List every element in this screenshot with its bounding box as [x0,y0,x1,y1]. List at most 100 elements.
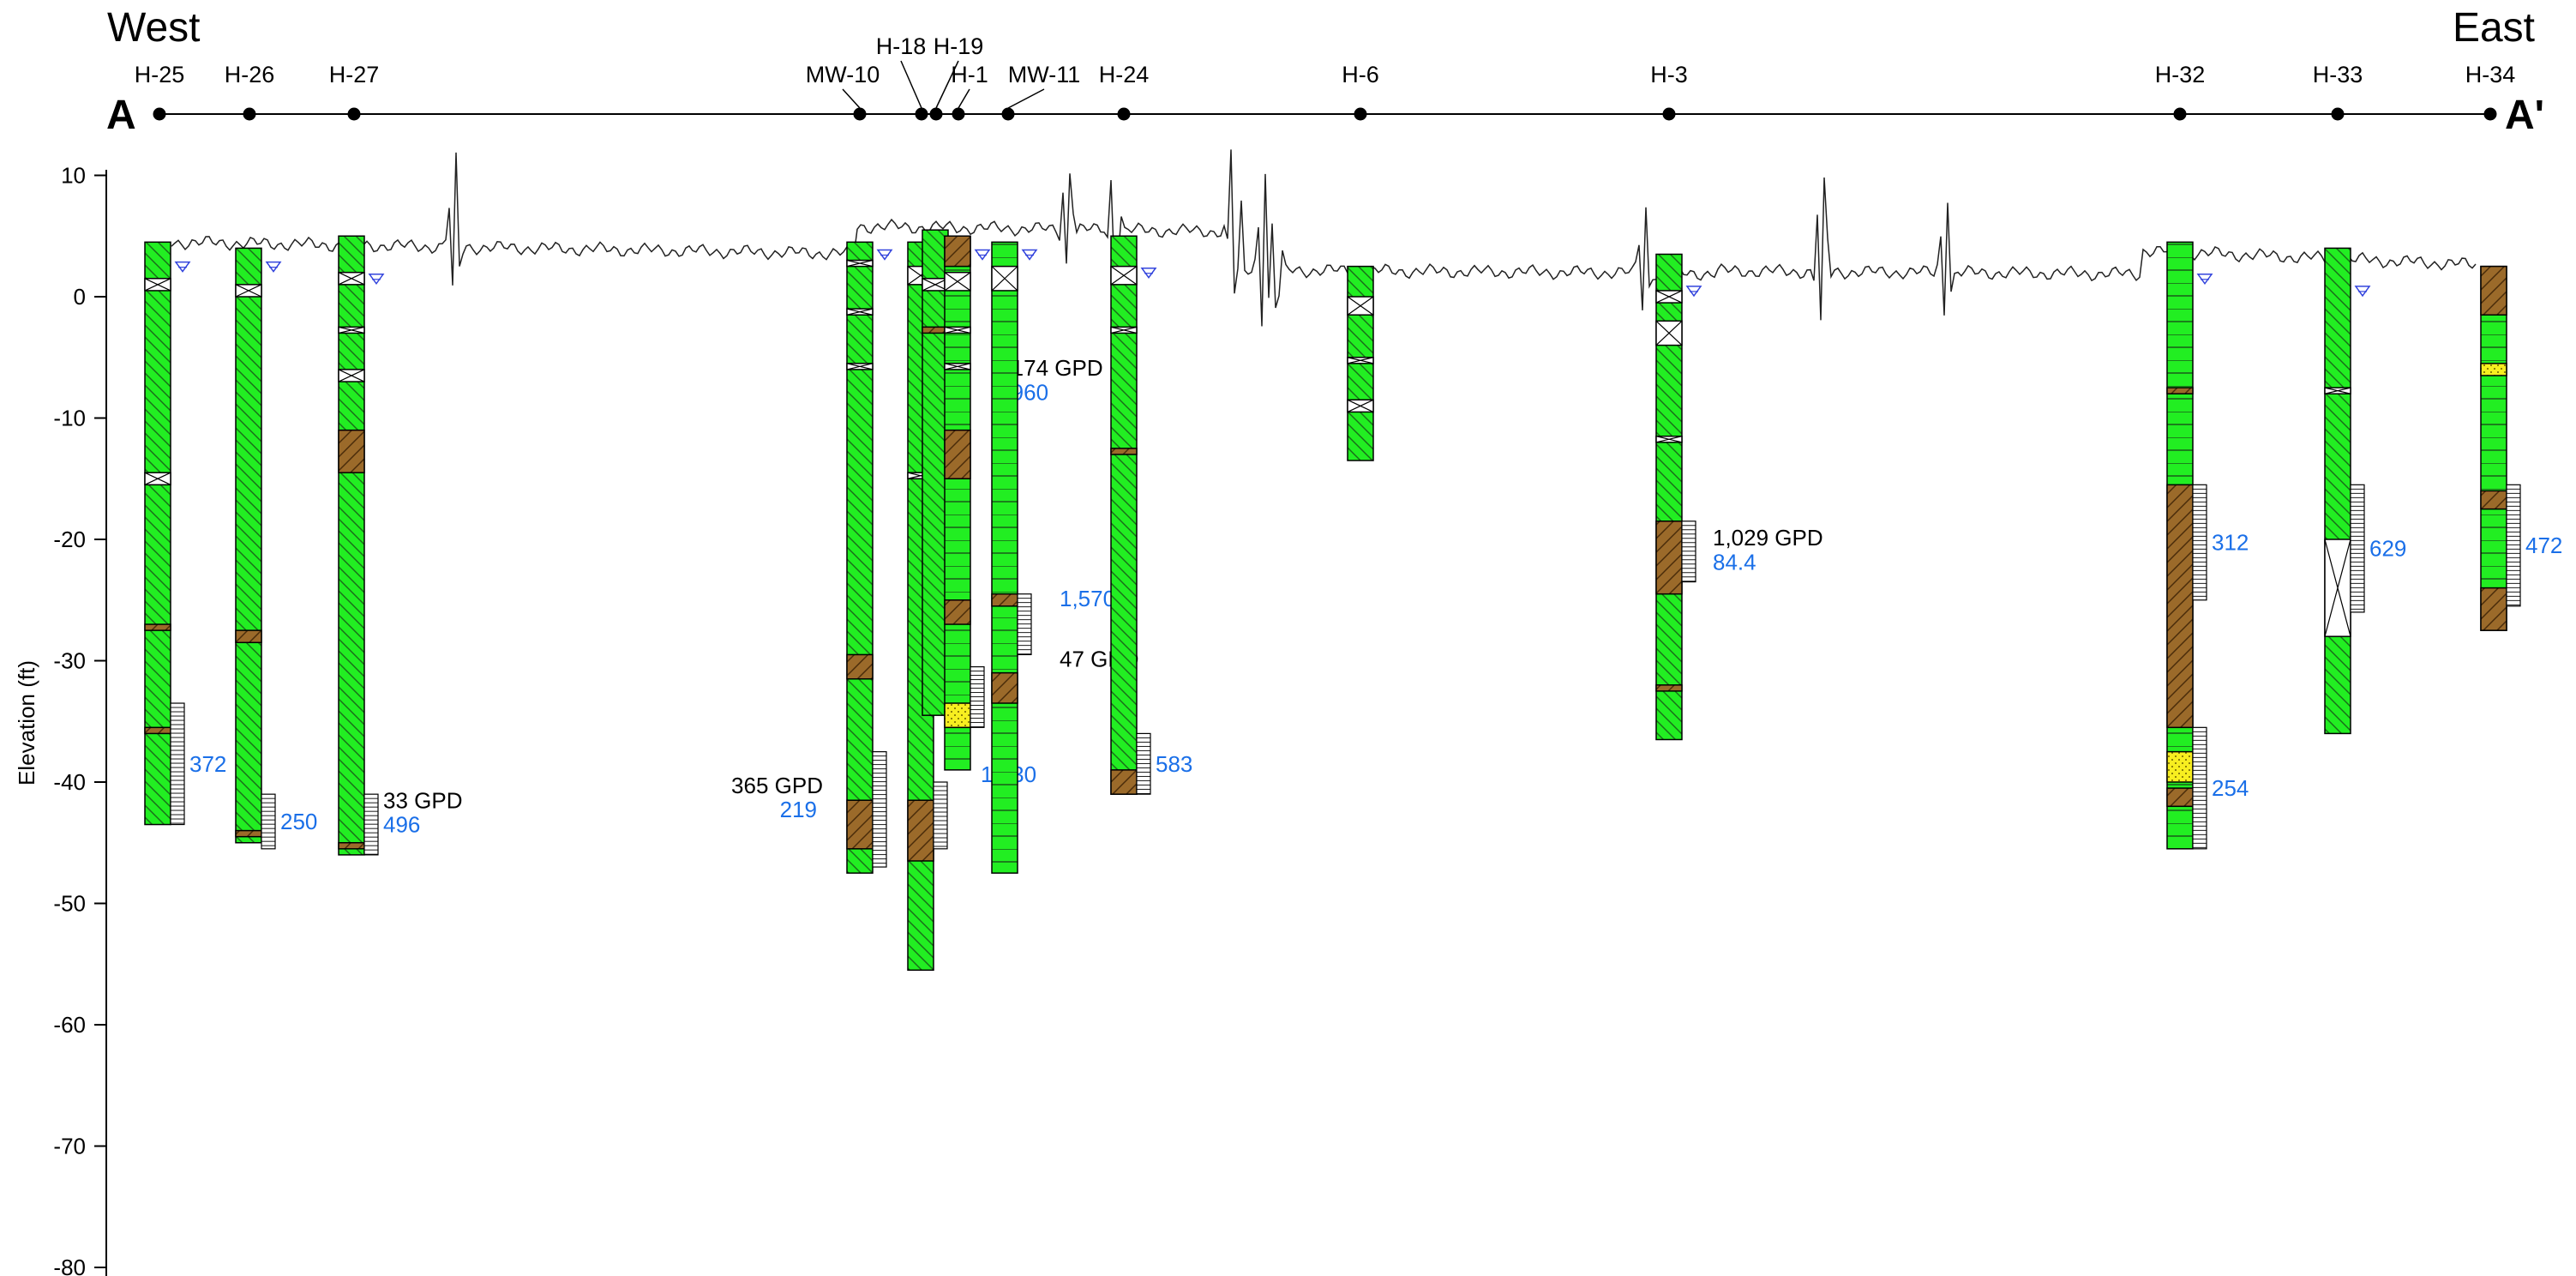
section-well-dot [347,107,361,121]
west-label: West [107,5,200,51]
section-well-dot [952,107,965,121]
hydraulic-value: 372 [189,751,226,777]
well-screen [2350,484,2365,613]
clay-interval [944,235,971,268]
clay-interval [144,726,171,735]
header-well-name: H-32 [2155,62,2206,87]
section-well-dot [1662,107,1676,121]
no-recovery-cross [1110,266,1138,286]
y-tick-label: -20 [53,527,86,552]
no-recovery-cross [944,326,971,334]
header-well-name: H-3 [1650,62,1688,87]
hydraulic-value: 1,570 [1060,586,1115,611]
clay-interval [2166,484,2194,729]
header-well-name: MW-10 [806,62,880,87]
section-well-dot [915,107,928,121]
y-tick-label: -70 [53,1134,86,1159]
hydraulic-value: 219 [780,797,817,822]
borehole-column: 1,830 [944,235,1036,787]
borehole-column: 472 [2480,265,2562,631]
y-axis-ticks: 10 0 -10 -20 -30 -40 -50 -60 -70 -80 [53,163,106,1276]
no-recovery-cross [1347,399,1374,412]
no-recovery-cross [144,472,171,485]
y-tick-label: -40 [53,769,86,795]
clay-interval [1655,684,1683,692]
clay-interval [2166,387,2194,394]
hydraulic-value: 583 [1156,751,1192,777]
well-screen [933,781,948,850]
y-tick-label: -10 [53,406,86,431]
header-leader-line [842,88,861,109]
hydraulic-value: 496 [383,812,420,838]
header-well-name: H-33 [2313,62,2363,87]
header-leader-line [1007,88,1045,109]
clay-interval [1655,521,1683,595]
clay-interval [338,429,365,473]
clay-interval [2166,787,2194,808]
y-tick-label: 10 [61,163,86,189]
header-leader-line [900,60,922,109]
section-well-dot [243,107,256,121]
hydraulic-value: 84.4 [1713,549,1756,575]
clay-interval [1110,769,1138,795]
clay-interval [338,842,365,850]
borehole-body [1110,235,1138,795]
section-start-label: A [106,93,136,138]
hydraulic-value: 250 [280,809,317,834]
borehole-body [144,241,171,826]
clay-interval [944,429,971,479]
borehole-body [846,241,874,874]
no-recovery-cross [2324,387,2351,394]
borehole-column: 372 [144,241,226,826]
no-recovery-cross [846,363,874,370]
flow-rate-gpd: 365 GPD [731,773,823,798]
header-leader-line [935,60,959,109]
borehole-column: 583 [1110,235,1192,795]
y-tick-label: 0 [74,284,86,310]
no-recovery-cross [338,326,365,334]
flow-rate-gpd: 33 GPD [383,788,463,814]
sand-interval [944,702,971,729]
hydraulic-value: 254 [2212,775,2249,801]
no-recovery-cross [338,369,365,382]
clay-interval [907,799,934,862]
borehole-body [338,235,365,856]
borehole-column: 84.41,029 GPD [1655,253,1823,741]
header-well-name: H-19 [934,33,984,59]
borehole-body [235,247,262,844]
no-recovery-cross [922,278,949,292]
section-well-dot [929,107,943,121]
section-well-dot [1354,107,1367,121]
clay-interval [991,671,1018,704]
hydraulic-value: 629 [2369,536,2406,562]
no-recovery-cross [944,363,971,370]
y-tick-label: -50 [53,891,86,917]
no-recovery-cross [1655,320,1683,346]
header-well-name: H-25 [135,62,185,87]
section-well-dot [853,107,867,121]
ground-surface-line [171,149,2477,327]
clay-interval [944,599,971,625]
header-well-name: H-34 [2465,62,2516,87]
section-well-dot [153,107,166,121]
sand-interval [2166,750,2194,783]
clay-interval [2480,587,2507,631]
header-leader-line [958,88,970,109]
borehole-body [2480,265,2507,631]
header-well-name: H-1 [951,62,988,87]
hydraulic-value: 312 [2212,530,2249,556]
header-well-name: H-26 [225,62,275,87]
clay-interval [1110,448,1138,455]
y-tick-label: -60 [53,1012,86,1038]
well-screen [261,793,276,850]
section-well-dot [2173,107,2187,121]
clay-interval [2480,490,2507,510]
well-screen [872,751,887,868]
clay-interval [235,629,262,644]
borehole-body [922,229,949,716]
borehole-body [991,241,1018,874]
